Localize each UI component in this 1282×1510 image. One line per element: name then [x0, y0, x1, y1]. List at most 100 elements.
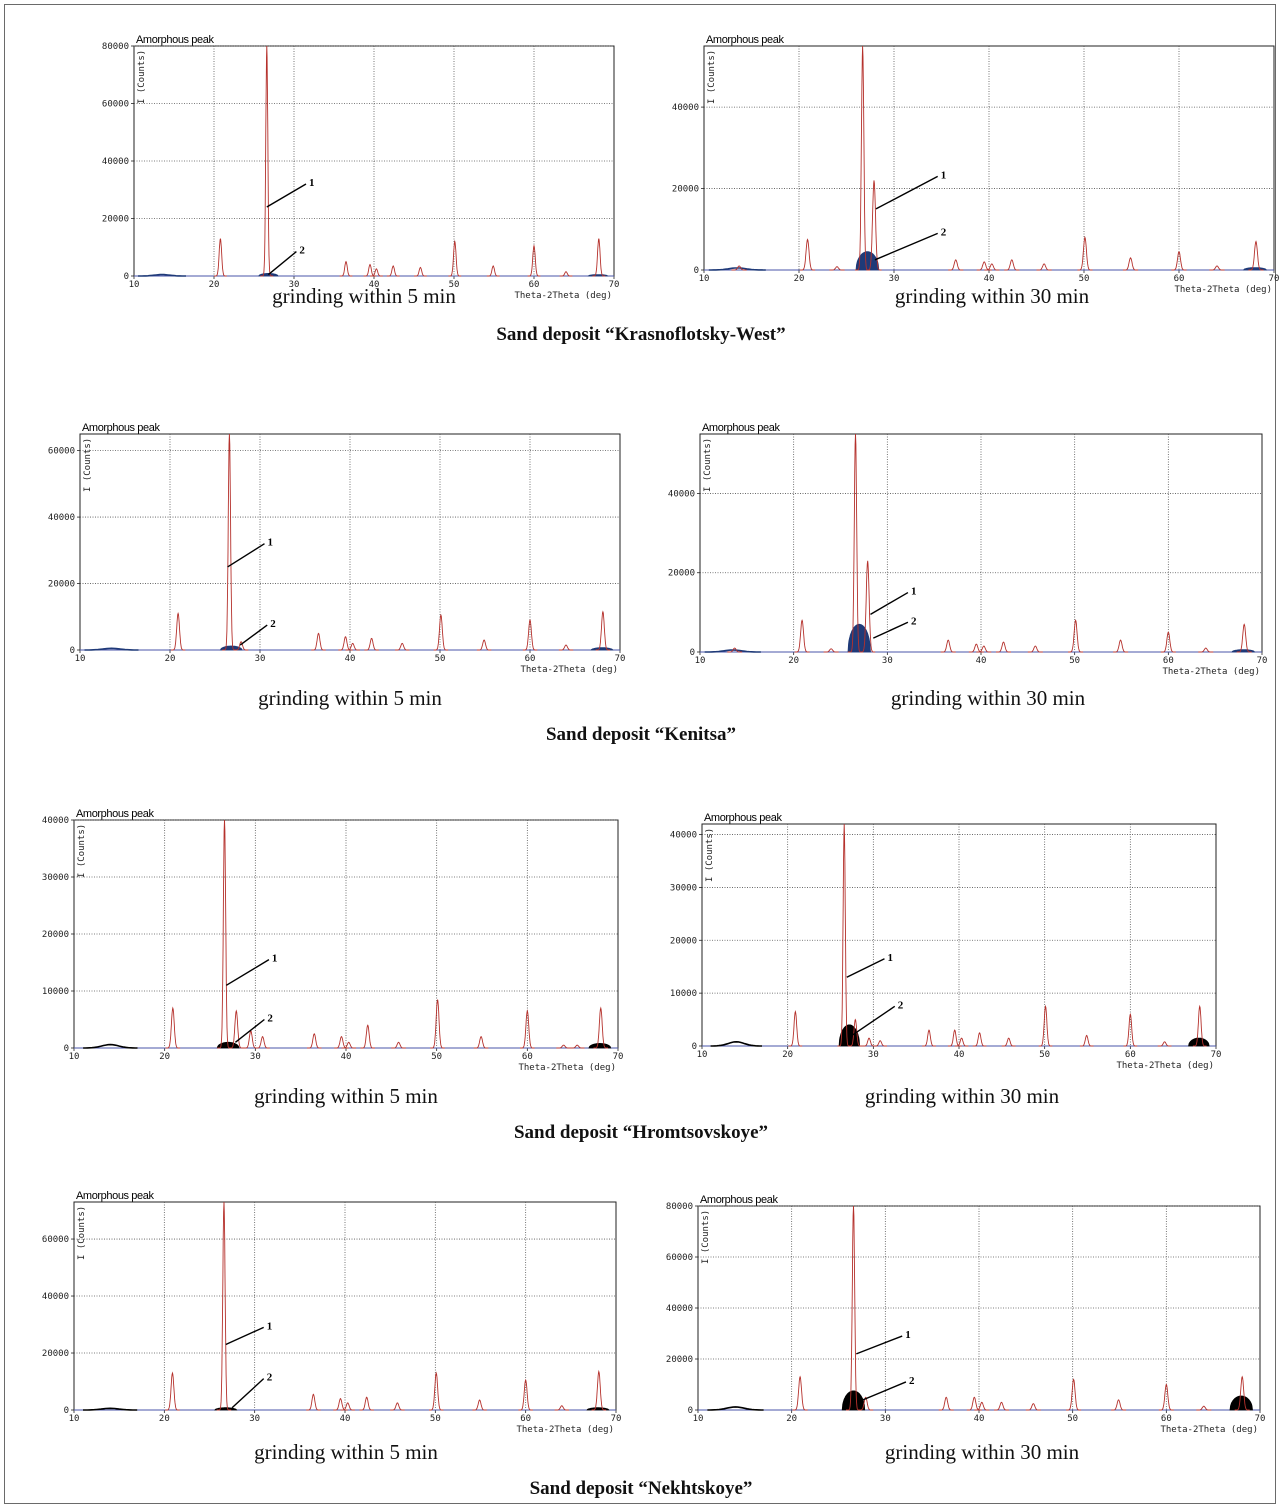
diffraction-peak [1001, 1037, 1016, 1047]
deposit-title-krasnoflotsky: Sand deposit “Krasnoflotsky-West” [496, 324, 786, 345]
annotation-label: 2 [941, 226, 947, 238]
annotation-pointer [856, 1335, 903, 1355]
y-tick-label: 40000 [42, 1292, 69, 1302]
diffraction-peak [873, 1040, 887, 1047]
chart-nekhtskoye-30min: 10 20 30 40 50 60 70 0 20000 40000 60000 80000 Amorp… [650, 1188, 1272, 1440]
diffraction-peak [364, 637, 379, 651]
x-axis-label: Theta-2Theta (deg) [518, 1063, 616, 1073]
diffraction-peak [165, 1371, 180, 1411]
annotation-label: 1 [267, 1320, 273, 1332]
x-tick-label: 40 [974, 1414, 985, 1424]
x-tick-label: 30 [880, 1414, 891, 1424]
diffraction-peak [395, 642, 410, 651]
x-tick-label: 60 [522, 1052, 533, 1062]
diffraction-peak [486, 265, 500, 277]
y-tick-label: 0 [694, 266, 699, 276]
panel-title: Amorphous peak [82, 422, 160, 434]
y-tick-label: 30000 [670, 883, 697, 893]
panel-title: Amorphous peak [76, 1190, 154, 1202]
x-tick-label: 30 [868, 1050, 879, 1060]
diffraction-peak [1038, 1004, 1053, 1047]
x-tick-label: 70 [1211, 1050, 1222, 1060]
diffraction-peak [799, 238, 816, 271]
caption-row3-left: grinding within 5 min [254, 1084, 438, 1108]
annotation-pointer [870, 591, 909, 615]
diffraction-peak [947, 1029, 962, 1047]
x-tick-label: 60 [1125, 1050, 1136, 1060]
x-tick-label: 50 [1069, 656, 1080, 666]
diffraction-peak [414, 266, 427, 277]
caption-row2-right: grinding within 30 min [890, 686, 1086, 710]
x-tick-label: 10 [695, 656, 706, 666]
y-tick-label: 0 [692, 1042, 697, 1052]
diffraction-peak [984, 263, 1000, 271]
x-tick-label: 10 [697, 1050, 708, 1060]
chart-krasnoflotsky-30min: 10 20 30 40 50 60 70 0 20000 40000 Amorphous peak I… [654, 34, 1282, 300]
x-tick-label: 20 [159, 1414, 170, 1424]
annotation-label: 2 [267, 1013, 273, 1025]
x-tick-label: 30 [889, 274, 900, 284]
diffraction-peak [1123, 1012, 1138, 1047]
diffraction-peak [1111, 1399, 1127, 1411]
diffraction-peak [948, 259, 964, 271]
amorphous-bump-low-angle [138, 273, 186, 277]
x-tick-label: 30 [882, 656, 893, 666]
amorphous-bump-low-angle [710, 1040, 762, 1047]
annotation-label: 2 [898, 999, 904, 1011]
diffraction-peak [476, 639, 492, 651]
x-tick-label: 50 [431, 1052, 442, 1062]
y-tick-label: 10000 [42, 987, 69, 997]
diffraction-peak [170, 611, 186, 651]
y-tick-label: 0 [70, 646, 75, 656]
diffraction-peak [954, 1037, 969, 1047]
xrd-pattern-svg: 10 20 30 40 50 60 70 0 20000 40000 60000 80000 Amorp… [102, 34, 620, 301]
x-tick-label: 50 [449, 280, 460, 290]
diffraction-peak [448, 239, 462, 277]
diffraction-peak [430, 999, 445, 1049]
y-axis-label: I (Counts) [707, 50, 717, 104]
diffraction-peak [1209, 265, 1225, 271]
diffraction-peak [1248, 240, 1264, 271]
diffraction-peak [1236, 623, 1252, 653]
x-tick-label: 10 [129, 280, 140, 290]
diffraction-peak [360, 1024, 375, 1049]
x-axis-label: Theta-2Theta (deg) [1174, 285, 1272, 295]
y-tick-label: 40000 [102, 157, 129, 167]
diffraction-peak [165, 1006, 181, 1049]
chart-nekhtskoye-5min: 10 20 30 40 50 60 70 0 20000 40000 60000 Amorphous … [18, 1188, 628, 1440]
y-tick-label: 0 [690, 648, 695, 658]
x-tick-label: 60 [1163, 656, 1174, 666]
x-axis-label: Theta-2Theta (deg) [516, 1425, 614, 1435]
y-axis-label: I (Counts) [701, 1210, 711, 1264]
x-tick-label: 10 [69, 1414, 80, 1424]
diffraction-peak [848, 1018, 863, 1047]
annotation-label: 2 [267, 1372, 273, 1384]
amorphous-halo [1188, 1037, 1210, 1047]
x-tick-label: 30 [255, 654, 266, 664]
diffraction-peak [363, 263, 377, 277]
x-tick-label: 20 [788, 656, 799, 666]
plot-area [73, 819, 619, 1049]
diffraction-peak [731, 265, 747, 271]
diffraction-peak [527, 244, 541, 277]
diffraction-peak [1122, 257, 1139, 271]
x-tick-label: 20 [165, 654, 176, 664]
amorphous-bump-low-angle [84, 647, 139, 651]
x-tick-label: 50 [1039, 1050, 1050, 1060]
annotation-pointer [872, 621, 909, 639]
x-tick-label: 60 [520, 1414, 531, 1424]
diffraction-peak [1234, 1375, 1250, 1411]
deposit-title-hromtsovskoye: Sand deposit “Hromtsovskoye” [513, 1122, 769, 1143]
annotation-label: 1 [309, 177, 315, 189]
diffraction-peak [788, 1009, 803, 1047]
diffraction-peak [792, 1375, 808, 1411]
panel-title: Amorphous peak [700, 1194, 778, 1206]
y-tick-label: 60000 [666, 1253, 693, 1263]
x-axis-label: Theta-2Theta (deg) [1162, 667, 1260, 677]
y-tick-label: 40000 [672, 103, 699, 113]
annotation-pointer [266, 183, 307, 208]
x-tick-label: 40 [954, 1050, 965, 1060]
diffraction-peak [940, 639, 956, 653]
diffraction-peak [1025, 1403, 1041, 1411]
x-tick-label: 70 [1257, 656, 1268, 666]
